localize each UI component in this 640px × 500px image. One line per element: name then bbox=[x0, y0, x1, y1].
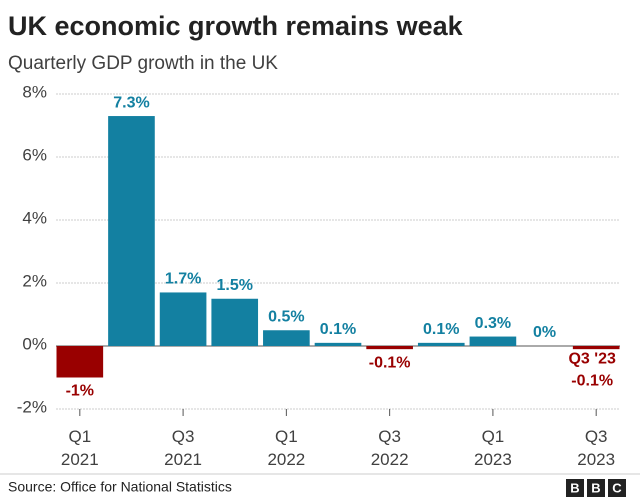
value-label: 0.1% bbox=[320, 321, 356, 338]
value-label: 0% bbox=[533, 324, 556, 341]
value-label: 0.5% bbox=[268, 308, 304, 325]
bar bbox=[366, 346, 413, 350]
bar bbox=[572, 346, 620, 350]
logo-letter: B bbox=[591, 480, 600, 495]
x-tick-label: Q3 2023 bbox=[577, 427, 616, 469]
y-tick-label: 8% bbox=[22, 82, 47, 101]
value-label: 7.3% bbox=[113, 94, 149, 111]
bar bbox=[211, 298, 259, 346]
value-label: -0.1% bbox=[369, 354, 411, 371]
bar bbox=[417, 342, 465, 346]
y-tick-label: 6% bbox=[22, 145, 47, 164]
y-tick-label: 2% bbox=[22, 271, 47, 290]
annotation: Q3 '23 bbox=[568, 350, 615, 367]
y-tick-label: 4% bbox=[22, 208, 47, 227]
x-tick-label: Q1 2023 bbox=[473, 427, 512, 469]
bar bbox=[263, 330, 310, 346]
logo-box bbox=[608, 479, 626, 497]
logo-box bbox=[566, 479, 584, 497]
value-label: 0.3% bbox=[475, 315, 511, 332]
bar bbox=[56, 346, 104, 378]
bar bbox=[469, 336, 517, 346]
x-tick-label: Q3 2022 bbox=[370, 427, 409, 469]
y-tick-label: -2% bbox=[17, 397, 47, 416]
x-tick-label: Q1 2022 bbox=[267, 427, 306, 469]
chart-subtitle: Quarterly GDP growth in the UK bbox=[8, 53, 278, 74]
bar bbox=[108, 116, 155, 346]
x-tick-label: Q1 2021 bbox=[60, 427, 99, 469]
x-tick-label: Q3 2021 bbox=[164, 427, 202, 469]
logo-letter: B bbox=[570, 480, 579, 495]
bar bbox=[159, 292, 207, 346]
value-label: -0.1% bbox=[571, 372, 613, 389]
value-label: 0.1% bbox=[423, 321, 459, 338]
value-label: -1% bbox=[66, 383, 94, 400]
bar bbox=[314, 342, 362, 346]
source: Source: Office for National Statistics bbox=[8, 479, 232, 495]
chart-title: UK economic growth remains weak bbox=[8, 11, 464, 41]
logo-letter: C bbox=[612, 480, 622, 495]
value-label: 1.7% bbox=[165, 271, 201, 288]
logo-box bbox=[587, 479, 605, 497]
value-label: 1.5% bbox=[216, 277, 252, 294]
y-tick-label: 0% bbox=[22, 334, 47, 353]
